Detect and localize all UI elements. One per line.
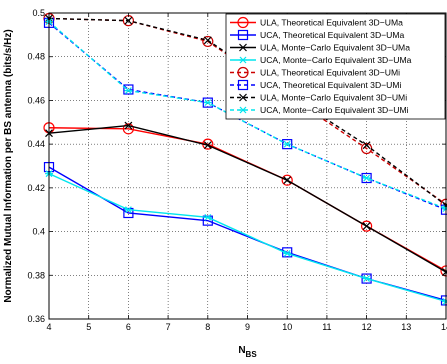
data-point [361, 273, 372, 284]
legend-label: UCA, Theoretical Equivalent 3D−UMa [260, 30, 405, 40]
y-tick-label: 0.44 [27, 139, 45, 149]
data-point [124, 16, 133, 25]
data-point [203, 36, 212, 45]
data-point [282, 139, 293, 150]
series-line [48, 21, 447, 210]
x-tick-label: 9 [245, 322, 250, 332]
legend-entry: UCA, Theoretical Equivalent 3D−UMa [230, 29, 405, 41]
series-lines [43, 12, 447, 306]
data-point [124, 206, 133, 214]
data-point [124, 121, 133, 130]
data-point [362, 275, 371, 282]
legend-marker [239, 56, 247, 64]
y-tick-label: 0.42 [27, 183, 45, 193]
legend-entry: UCA, Monte−Carlo Equivalent 3D−UMi [230, 105, 409, 115]
legend-marker [237, 79, 249, 91]
data-point [362, 174, 371, 182]
y-tick-label: 0.38 [27, 270, 45, 280]
y-tick-label: 0.48 [27, 52, 45, 62]
legend-marker [237, 66, 249, 79]
series-4 [45, 170, 447, 305]
data-point [283, 176, 292, 185]
legend-marker [239, 93, 247, 102]
data-point [202, 97, 213, 108]
legend-label: UCA, Monte−Carlo Equivalent 3D−UMa [260, 55, 412, 65]
data-point [202, 35, 214, 48]
legend-label: ULA, Monte−Carlo Equivalent 3D−UMa [260, 43, 410, 53]
x-tick-label: 12 [362, 322, 372, 332]
data-point [203, 141, 212, 150]
y-tick-label: 0.46 [27, 95, 45, 105]
legend-label: ULA, Theoretical Equivalent 3D−UMi [260, 68, 400, 78]
data-point [202, 215, 213, 226]
x-axis-label-subscript: BS [246, 350, 258, 359]
data-point [123, 84, 134, 95]
data-point [361, 172, 372, 184]
x-tick-label: 6 [126, 322, 131, 332]
series-line [48, 124, 447, 273]
legend-label: ULA, Theoretical Equivalent 3D−UMa [260, 18, 403, 28]
series-7 [45, 14, 447, 210]
series-2 [43, 161, 447, 306]
series-3 [45, 121, 447, 276]
x-tick-label: 8 [205, 322, 210, 332]
y-axis-label: Normalized Mutual Information per BS ant… [3, 29, 14, 302]
data-point [123, 207, 134, 219]
x-axis-label-main: N [238, 345, 245, 356]
x-tick-label: 11 [322, 322, 331, 332]
data-point [362, 222, 371, 231]
x-tick-label: 4 [46, 322, 51, 332]
data-point [362, 141, 371, 150]
legend-label: UCA, Monte−Carlo Equivalent 3D−UMi [260, 105, 409, 115]
x-axis-label: NBS [238, 345, 257, 359]
legend-entry: ULA, Monte−Carlo Equivalent 3D−UMa [230, 43, 410, 53]
data-point [122, 123, 134, 135]
legend-label: ULA, Monte−Carlo Equivalent 3D−UMi [260, 93, 407, 103]
x-tick-label: 5 [86, 322, 91, 332]
data-point [203, 213, 212, 221]
y-tick-label: 0.5 [32, 8, 45, 18]
legend-entry: ULA, Theoretical Equivalent 3D−UMi [230, 66, 400, 79]
data-point [282, 247, 293, 258]
legend-entry: UCA, Theoretical Equivalent 3D−UMi [230, 79, 402, 91]
y-tick-label: 0.4 [32, 227, 45, 237]
legend-entry: ULA, Monte−Carlo Equivalent 3D−UMi [230, 93, 407, 103]
data-point [283, 250, 292, 257]
data-point [281, 174, 293, 186]
data-point [361, 220, 373, 232]
data-point [283, 140, 292, 148]
legend-label: UCA, Theoretical Equivalent 3D−UMi [260, 80, 402, 90]
x-tick-label: 14 [441, 322, 447, 332]
legend-marker [237, 29, 249, 41]
legend-marker [239, 106, 247, 114]
legend-entry: ULA, Theoretical Equivalent 3D−UMa [230, 16, 403, 29]
y-tick-label: 0.36 [27, 314, 45, 324]
legend-marker [239, 43, 247, 52]
legend-marker [237, 16, 249, 29]
x-tick-label: 10 [282, 322, 292, 332]
legend: ULA, Theoretical Equivalent 3D−UMa UCA, T… [225, 13, 446, 120]
x-tick-label: 7 [166, 322, 171, 332]
legend-box [225, 13, 446, 120]
data-point [124, 87, 133, 95]
series-line [48, 173, 447, 303]
series-line [48, 17, 447, 206]
x-tick-label: 13 [401, 322, 411, 332]
data-point [203, 99, 212, 107]
legend-entry: UCA, Monte−Carlo Equivalent 3D−UMa [230, 55, 412, 65]
